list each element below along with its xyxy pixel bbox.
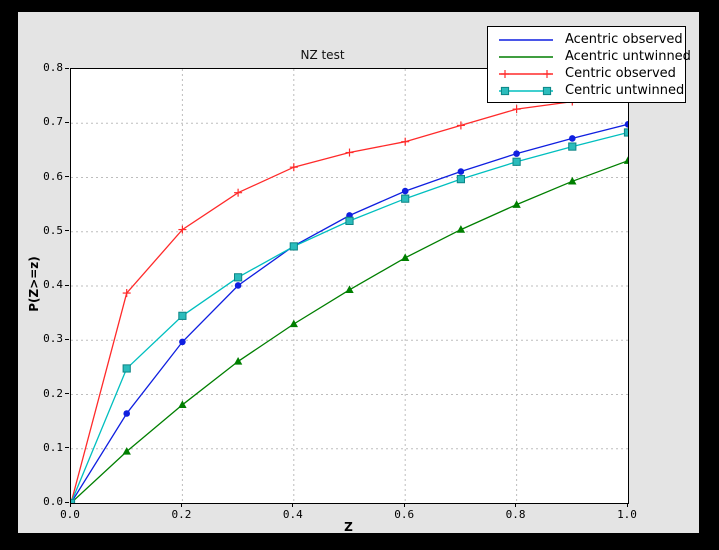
y-tick-label: 0.1 — [43, 440, 63, 454]
data-point-circle-marker — [401, 187, 409, 195]
x-tick-mark — [403, 503, 405, 507]
legend-sample-circle — [499, 38, 553, 41]
legend-label: Centric observed — [565, 66, 676, 81]
y-tick-mark — [65, 121, 69, 123]
y-tick-mark — [65, 501, 69, 503]
figure: NZ test Z P(Z>=z) 0.0 0.2 0.4 0.6 0.8 1.0 0.0 0… — [18, 12, 699, 534]
data-point-circle-marker — [624, 121, 628, 128]
y-tick-mark — [65, 230, 69, 232]
data-point-square-marker — [456, 175, 465, 184]
data-point-triangle-marker — [289, 319, 298, 328]
y-tick-mark — [65, 176, 69, 177]
x-tick-label: 0.4 — [282, 508, 303, 521]
x-tick-label: 0.8 — [505, 508, 526, 521]
x-tick-mark — [180, 503, 182, 507]
plot-area — [70, 68, 629, 504]
legend-item: Acentric observed — [488, 31, 685, 48]
y-tick-mark — [65, 338, 69, 340]
data-point-square-marker — [178, 311, 187, 320]
data-point-square-marker — [122, 364, 131, 373]
legend-item: Centric untwinned — [488, 82, 685, 99]
legend: Acentric observed Acentric untwinned Centr… — [487, 26, 691, 103]
x-tick-label: 0.0 — [60, 508, 80, 521]
data-point-circle-marker — [123, 410, 130, 417]
data-point-square-marker — [345, 216, 354, 226]
data-point-square-marker — [71, 498, 76, 503]
plot-canvas — [71, 69, 628, 503]
legend-label: Acentric observed — [565, 32, 683, 47]
data-point-triangle-marker — [568, 176, 577, 185]
legend-sample-triangle — [499, 55, 553, 58]
x-tick-mark — [626, 503, 628, 507]
y-tick-label: 0.2 — [43, 386, 63, 400]
data-point-triangle-marker — [623, 156, 628, 164]
series-line-acentric-observed — [71, 123, 628, 503]
y-tick-label: 0.5 — [43, 223, 63, 237]
data-point-triangle-marker — [512, 200, 521, 208]
data-point-triangle-marker — [178, 400, 187, 409]
y-tick-label: 0.7 — [43, 115, 63, 129]
data-point-square-marker — [401, 194, 410, 203]
data-point-triangle-marker — [456, 225, 466, 233]
legend-item: Centric observed — [488, 65, 685, 82]
x-axis-label: Z — [344, 520, 353, 534]
legend-sample-plus — [499, 69, 553, 78]
legend-sample-square — [499, 86, 553, 95]
y-tick-label: 0.4 — [43, 278, 63, 291]
y-tick-mark — [65, 447, 69, 449]
y-tick-label: 0.3 — [43, 332, 63, 346]
x-tick-label: 1.0 — [617, 508, 637, 521]
x-tick-mark — [515, 503, 517, 507]
data-point-triangle-marker — [345, 285, 354, 293]
y-tick-mark — [65, 284, 69, 286]
legend-label: Acentric untwinned — [565, 49, 691, 64]
y-tick-label: 0.6 — [43, 169, 63, 183]
data-point-triangle-marker — [233, 357, 243, 365]
data-point-circle-marker — [234, 282, 242, 289]
data-point-square-marker — [623, 128, 628, 137]
series-line-centric-untwinned — [71, 131, 628, 503]
y-tick-mark — [65, 67, 69, 69]
series-line-acentric-untwinned — [71, 160, 628, 503]
legend-item: Acentric untwinned — [488, 48, 691, 65]
data-point-circle-marker — [457, 168, 465, 175]
chart-title: NZ test — [300, 48, 345, 62]
data-point-circle-marker — [179, 338, 186, 346]
x-tick-mark — [69, 503, 71, 507]
legend-label: Centric untwinned — [565, 83, 685, 98]
data-point-square-marker — [568, 142, 577, 151]
data-point-square-marker — [234, 273, 243, 282]
data-point-square-marker — [289, 242, 298, 251]
x-tick-label: 0.2 — [171, 508, 192, 521]
x-tick-mark — [292, 503, 294, 507]
x-tick-label: 0.6 — [394, 508, 415, 521]
y-tick-label: 0.0 — [43, 495, 63, 508]
data-point-triangle-marker — [122, 447, 131, 455]
data-point-circle-marker — [513, 150, 520, 157]
data-point-square-marker — [512, 157, 521, 166]
data-point-triangle-marker — [401, 253, 410, 261]
data-point-circle-marker — [569, 135, 576, 142]
y-tick-label: 0.8 — [43, 61, 63, 74]
y-tick-mark — [65, 393, 69, 394]
